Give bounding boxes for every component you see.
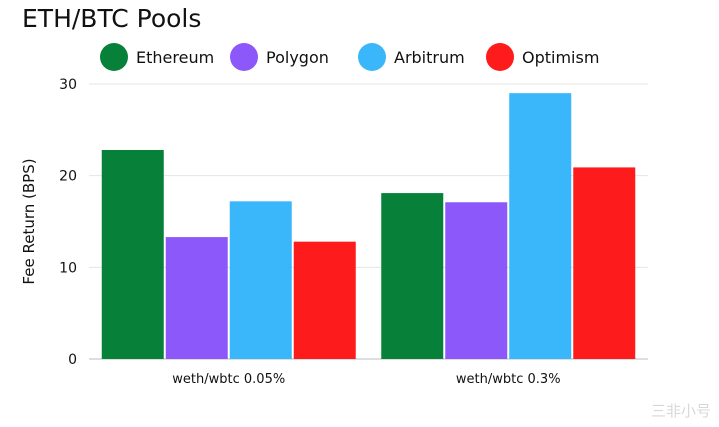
- legend-label-arbitrum: Arbitrum: [394, 47, 465, 67]
- bar-ethereum-1: [101, 150, 164, 359]
- legend-swatch-arbitrum: [358, 43, 386, 71]
- y-tick-label-10: 10: [59, 260, 77, 276]
- bar-ethereum-2: [381, 193, 444, 359]
- legend-label-ethereum: Ethereum: [136, 47, 215, 67]
- legend-swatch-polygon: [230, 43, 258, 71]
- legend-swatch-ethereum: [100, 43, 128, 71]
- y-axis-label: Fee Return (BPS): [20, 158, 38, 284]
- bar-arbitrum-1: [229, 201, 292, 359]
- y-tick-label-0: 0: [68, 352, 77, 368]
- legend-item-polygon: Polygon: [230, 42, 329, 72]
- watermark: 三非小号: [650, 402, 711, 420]
- chart-title: ETH/BTC Pools: [22, 4, 202, 33]
- bar-optimism-1: [293, 241, 356, 359]
- x-tick-label-1: weth/wbtc 0.05%: [172, 372, 285, 387]
- bar-polygon-1: [165, 237, 228, 359]
- bar-optimism-2: [573, 167, 636, 359]
- legend-label-polygon: Polygon: [266, 47, 329, 67]
- bar-arbitrum-2: [509, 93, 572, 360]
- legend-item-optimism: Optimism: [486, 42, 599, 72]
- y-tick-label-30: 30: [59, 77, 77, 93]
- y-tick-label-20: 20: [59, 169, 77, 185]
- legend-swatch-optimism: [486, 43, 514, 71]
- legend-item-ethereum: Ethereum: [100, 42, 214, 72]
- bar-polygon-2: [445, 202, 508, 359]
- legend-item-arbitrum: Arbitrum: [358, 42, 465, 72]
- x-tick-label-2: weth/wbtc 0.3%: [456, 372, 561, 387]
- legend-label-optimism: Optimism: [522, 47, 600, 67]
